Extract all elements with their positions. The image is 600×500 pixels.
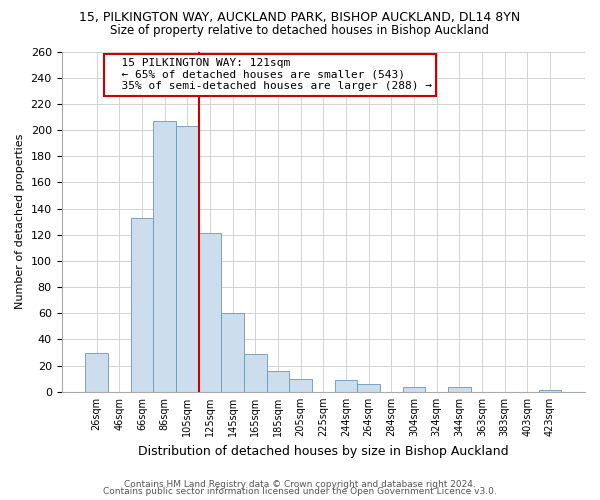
- Bar: [539, 390, 561, 392]
- Bar: [154, 121, 176, 392]
- Bar: [403, 386, 425, 392]
- Bar: [335, 380, 357, 392]
- Bar: [131, 218, 154, 392]
- Bar: [448, 386, 470, 392]
- Bar: [357, 384, 380, 392]
- Bar: [85, 352, 108, 392]
- Bar: [176, 126, 199, 392]
- X-axis label: Distribution of detached houses by size in Bishop Auckland: Distribution of detached houses by size …: [138, 444, 509, 458]
- Bar: [266, 371, 289, 392]
- Text: Contains HM Land Registry data © Crown copyright and database right 2024.: Contains HM Land Registry data © Crown c…: [124, 480, 476, 489]
- Y-axis label: Number of detached properties: Number of detached properties: [15, 134, 25, 310]
- Bar: [221, 314, 244, 392]
- Text: 15, PILKINGTON WAY, AUCKLAND PARK, BISHOP AUCKLAND, DL14 8YN: 15, PILKINGTON WAY, AUCKLAND PARK, BISHO…: [79, 11, 521, 24]
- Text: Size of property relative to detached houses in Bishop Auckland: Size of property relative to detached ho…: [110, 24, 490, 37]
- Text: 15 PILKINGTON WAY: 121sqm
  ← 65% of detached houses are smaller (543)
  35% of : 15 PILKINGTON WAY: 121sqm ← 65% of detac…: [108, 58, 432, 91]
- Bar: [289, 378, 312, 392]
- Text: Contains public sector information licensed under the Open Government Licence v3: Contains public sector information licen…: [103, 488, 497, 496]
- Bar: [199, 234, 221, 392]
- Bar: [244, 354, 266, 392]
